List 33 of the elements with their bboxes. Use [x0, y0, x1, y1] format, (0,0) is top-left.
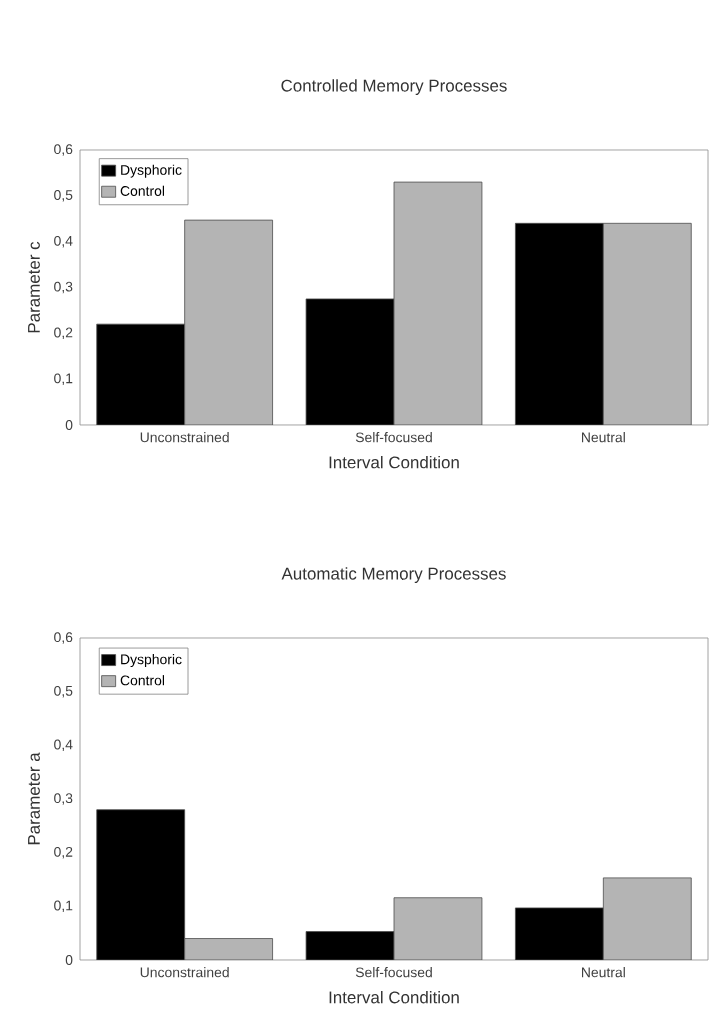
y-tick-label: 0,4 — [54, 739, 73, 752]
legend-label: Dysphoric — [121, 654, 182, 668]
y-tick-label: 0,4 — [54, 235, 73, 248]
y-tick-label: 0,6 — [54, 632, 73, 644]
chart-title: Automatic Memory Processes — [281, 567, 506, 583]
x-tick-label: Neutral — [582, 432, 625, 443]
bar — [393, 181, 483, 425]
x-axis-title: Interval Condition — [329, 455, 459, 469]
y-tick-label: 0,1 — [54, 900, 73, 913]
y-tick-label: 0,2 — [54, 327, 73, 340]
y-tick-label: 0,1 — [54, 373, 73, 385]
chart-title: Controlled Memory Processes — [281, 79, 507, 95]
y-tick-label: 0,3 — [54, 793, 73, 805]
x-tick-label: Self-focused — [355, 432, 432, 443]
y-tick-label: 0,2 — [54, 846, 73, 859]
x-tick-label: Unconstrained — [140, 967, 229, 978]
y-tick-label: 0,5 — [54, 685, 73, 698]
x-tick-label: Neutral — [582, 967, 625, 978]
x-tick-label: Unconstrained — [140, 432, 229, 443]
y-tick-label: 0,5 — [54, 190, 73, 202]
x-tick-label: Self-focused — [355, 967, 432, 978]
bar — [602, 222, 692, 425]
y-tick-label: 0 — [65, 420, 73, 430]
x-axis-title: Interval Condition — [329, 990, 459, 1004]
bar — [184, 219, 273, 425]
y-axis-title: Parameter c — [28, 241, 40, 333]
y-tick-label: 0,3 — [54, 281, 73, 294]
y-tick-label: 0 — [65, 955, 73, 965]
legend-label: Control — [120, 675, 165, 686]
y-tick-label: 0,6 — [54, 144, 73, 156]
legend-label: Dysphoric — [121, 164, 182, 178]
legend-label: Control — [120, 185, 165, 196]
y-axis-title: Parameter a — [28, 752, 40, 845]
